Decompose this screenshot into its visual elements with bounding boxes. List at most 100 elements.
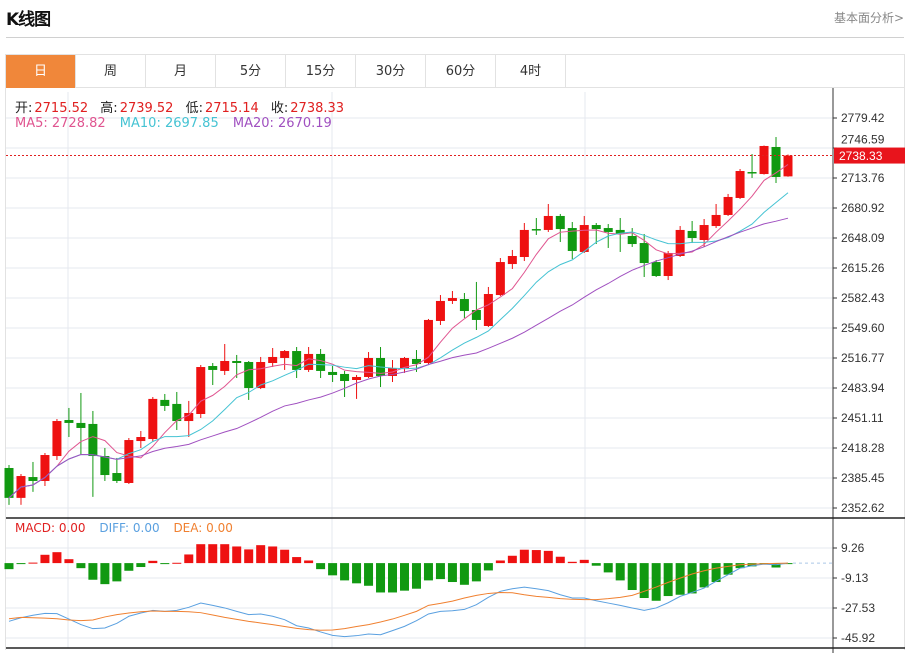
macd-bar [160, 563, 170, 565]
candle-body [615, 229, 625, 234]
candle-body [687, 230, 697, 238]
candle [519, 223, 529, 262]
candle [124, 438, 134, 484]
candle [771, 137, 781, 183]
macd-bar [711, 563, 721, 583]
candle [268, 348, 278, 368]
candle-body [220, 360, 230, 371]
candle [507, 249, 517, 269]
macd-bar [352, 563, 362, 584]
macd-bar [411, 563, 421, 589]
dea-legend-value: DEA: 0.00 [173, 521, 233, 535]
candle-body [567, 228, 577, 251]
close-value: 2738.33 [290, 101, 345, 116]
macd-bar [136, 563, 146, 568]
candle-body [723, 196, 733, 215]
candle [591, 223, 601, 245]
candle-body [148, 398, 158, 440]
open-label: 开: [15, 101, 33, 116]
y-tick-label: 2451.11 [841, 411, 884, 425]
candle [328, 366, 338, 383]
candle [759, 145, 769, 175]
tab-15min[interactable]: 15分 [286, 55, 356, 88]
candle-body [771, 146, 781, 177]
candle-body [759, 145, 769, 175]
macd-bar [579, 559, 589, 564]
candle-body [352, 376, 362, 380]
candle-body [340, 373, 350, 382]
candle [627, 228, 637, 247]
y-tick-label: 2483.94 [841, 381, 885, 395]
y-tick-label: 2582.43 [841, 291, 885, 305]
y-tick-label: 2385.45 [841, 471, 885, 485]
candle [112, 457, 122, 483]
tab-30min[interactable]: 30分 [356, 55, 426, 88]
candle-body [256, 361, 266, 389]
candle [208, 363, 218, 386]
macd-bar [687, 563, 697, 594]
macd-bar [615, 563, 625, 581]
candle-body [244, 361, 254, 389]
macd-bar [340, 563, 350, 581]
macd-bar [388, 563, 398, 593]
candle [747, 154, 757, 178]
macd-bar [196, 544, 206, 564]
candle-body [40, 455, 50, 481]
macd-tick-label: 9.26 [841, 541, 865, 555]
ohlc-legend: 开: 2715.52 高: 2739.52 低: 2715.14 收: 2738.33 [15, 97, 352, 116]
macd-bar [459, 563, 469, 585]
ma20-line [8, 217, 789, 499]
tab-month[interactable]: 月 [146, 55, 216, 88]
open-value: 2715.52 [34, 101, 89, 116]
candle-body [88, 423, 98, 457]
candle [160, 393, 170, 411]
macd-bar [531, 550, 541, 564]
candle-body [783, 155, 793, 177]
tab-4hour[interactable]: 4时 [496, 55, 566, 88]
macd-bar [268, 546, 278, 564]
candle [88, 410, 98, 497]
macd-bar [52, 552, 62, 564]
low-label: 低: [185, 101, 203, 116]
fundamental-analysis-link[interactable]: 基本面分析> [833, 11, 904, 25]
candle-body [184, 412, 194, 422]
candle-body [136, 437, 146, 442]
tab-week[interactable]: 周 [76, 55, 146, 88]
candle-body [711, 214, 721, 227]
macd-bar [64, 559, 74, 564]
macd-bar [232, 546, 242, 564]
candle [471, 281, 481, 331]
candle-body [112, 473, 122, 481]
candle [687, 221, 697, 244]
candle-body [411, 358, 421, 365]
macd-bar [699, 563, 709, 588]
title-divider [6, 37, 904, 38]
macd-bar [28, 562, 38, 564]
page-title: K线图 [6, 10, 51, 30]
macd-bar [423, 563, 433, 581]
macd-bar [399, 563, 409, 591]
candle-body [232, 360, 242, 364]
candle-body [639, 243, 649, 264]
macd-bar [76, 563, 86, 569]
candle-body [543, 215, 553, 230]
macd-bar [675, 563, 685, 595]
high-label: 高: [100, 101, 118, 116]
macd-bar [495, 560, 505, 564]
macd-bar [603, 563, 613, 573]
macd-bar [316, 563, 326, 570]
candle-body [471, 310, 481, 320]
tab-60min[interactable]: 60分 [426, 55, 496, 88]
y-tick-label: 2615.26 [841, 261, 885, 275]
candle [196, 365, 206, 419]
candle-body [292, 351, 302, 370]
candle-body [28, 477, 38, 481]
tab-day[interactable]: 日 [6, 55, 76, 88]
candle [76, 392, 86, 456]
macd-bar [124, 563, 134, 571]
tab-5min[interactable]: 5分 [216, 55, 286, 88]
candle [639, 233, 649, 278]
macd-tick-label: -9.13 [841, 571, 869, 585]
macd-bar [591, 563, 601, 566]
